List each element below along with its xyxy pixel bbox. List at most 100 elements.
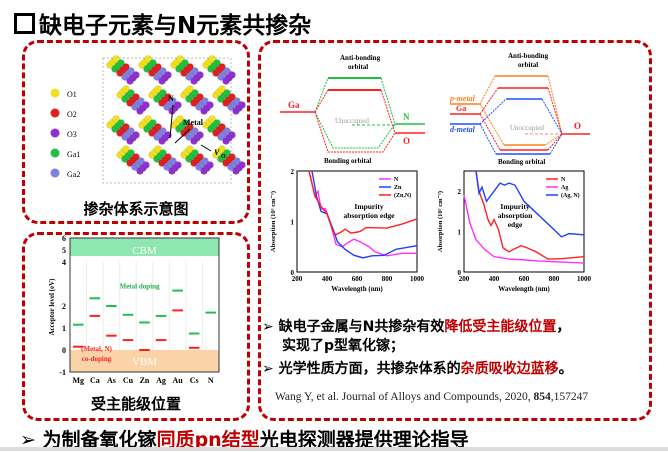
x-tick-label: Au	[172, 376, 183, 385]
bullet-text-line2: 实现了p型氧化镓；	[282, 338, 405, 354]
y-tick-label: 2	[62, 302, 66, 311]
legend-label: Ag	[561, 185, 568, 191]
series-line-N	[308, 170, 417, 257]
atom	[223, 67, 231, 75]
atom	[196, 93, 204, 101]
conclusion-highlight: 同质pn结型	[156, 429, 260, 451]
absorption-chart-zn: 200 400 600 800 1000 0 1 2 Wavelength (nm) Absorp…	[270, 168, 425, 293]
metal-label: Metal	[183, 118, 204, 127]
atom	[159, 149, 167, 157]
atom	[122, 123, 130, 131]
atom	[159, 127, 167, 135]
x-tick-label: Mg	[72, 376, 84, 385]
y-axis-label: Absorption (10⁵ cm⁻¹)	[437, 191, 444, 252]
anti-bonding-label: Anti-bonding	[508, 52, 549, 60]
atom	[137, 97, 145, 105]
atom	[154, 123, 162, 131]
atom	[218, 85, 226, 93]
atom	[144, 55, 152, 63]
bullet-highlight: 杂质吸收边蓝移	[460, 361, 559, 377]
x-tick-label: As	[107, 376, 116, 385]
reference-pages: ,157247	[550, 391, 589, 403]
atom	[122, 85, 130, 93]
conclusion-text: 为制备氧化镓	[42, 429, 157, 451]
series-line-N	[475, 170, 585, 260]
absorption-chart-ag: 200 400 600 800 1000 0 1 2 Wavelength (nm) Absorp…	[437, 170, 592, 293]
x-tick-label: N	[208, 376, 214, 385]
square-bullet-icon	[14, 13, 35, 34]
o-label: O	[574, 121, 581, 131]
atom	[228, 153, 236, 161]
atom	[201, 157, 209, 165]
y-tick-label: 4	[62, 258, 66, 267]
bonding-label: Bonding orbital	[324, 157, 371, 165]
bullet-punct: 。	[558, 361, 573, 377]
atom	[176, 115, 184, 123]
x-tick-label: Cu	[123, 376, 134, 385]
plot-frame	[463, 170, 585, 273]
legend-label: O3	[67, 130, 77, 139]
atom	[154, 85, 162, 93]
atom	[142, 101, 150, 109]
atom	[191, 89, 199, 97]
orbital-label: orbital	[348, 63, 368, 71]
series-line-Ag	[463, 195, 585, 264]
atom	[127, 89, 135, 97]
atom	[164, 93, 172, 101]
legend-label: N	[561, 177, 566, 183]
cbm-band	[70, 238, 219, 256]
atom	[196, 153, 204, 161]
atom	[164, 71, 172, 79]
x-tick-label: 600	[519, 275, 530, 283]
y-axis-label: Acceptor level (eV)	[48, 278, 56, 336]
bullet-highlight: 降低受主能级位置	[444, 319, 557, 335]
series-line-(Zn,N)	[308, 170, 418, 236]
atom	[191, 149, 199, 157]
x-tick-label: 800	[549, 275, 560, 283]
atom	[154, 63, 162, 71]
structure-caption: 掺杂体系示意图	[83, 200, 189, 218]
legend-label: (Zn,N)	[394, 192, 411, 199]
crystal-structure-image: O1 O2 O3 Ga1 Ga2 N Metal V O	[50, 55, 246, 184]
annotation-text: absorption	[498, 211, 533, 220]
legend-label: Ga1	[67, 150, 80, 159]
atom	[112, 115, 120, 123]
y-tick-label: 2	[458, 188, 462, 196]
y-tick-label: 5	[62, 246, 66, 255]
atom	[218, 123, 226, 131]
atom	[186, 145, 194, 153]
n-label: N	[168, 94, 174, 103]
bullet-text: 缺电子金属与N共掺杂有效	[278, 319, 445, 335]
x-tick-label: 1000	[577, 275, 592, 283]
atom	[208, 115, 216, 123]
atom	[181, 119, 189, 127]
legend-label: (Ag, N)	[561, 192, 580, 199]
bullet-2: ➢ 光学性质方面，共掺杂体系的杂质吸收边蓝移。	[262, 360, 573, 379]
arrow-bullet-icon: ➢	[262, 361, 274, 377]
x-tick-label: Ag	[156, 376, 166, 385]
cbm-label: CBM	[132, 245, 157, 257]
atom	[238, 161, 246, 169]
atom	[181, 59, 189, 67]
unoccupied-label: Unoccupied	[510, 124, 544, 132]
bullet-text: 光学性质方面，共掺杂体系的	[278, 361, 461, 377]
y-tick-label: 2	[291, 168, 295, 176]
atom	[127, 127, 135, 135]
legend-label: O2	[67, 110, 77, 119]
codoping-label: (Metal, N)	[81, 345, 112, 353]
x-tick-label: 400	[489, 275, 500, 283]
y-tick-label: 1	[458, 229, 462, 237]
annotation-text: Impurity	[500, 202, 529, 211]
y-tick-label: 0	[458, 269, 462, 277]
atom	[132, 93, 140, 101]
atom	[122, 63, 130, 71]
reference: Wang Y, et al. Journal of Alloys and Com…	[275, 391, 588, 403]
atom	[228, 93, 236, 101]
conclusion: ➢ 为制备氧化镓同质pn结型光电探测器提供理论指导	[20, 425, 469, 452]
reference-text: Wang Y, et al. Journal of Alloys and Com…	[275, 391, 534, 403]
x-tick-label: 200	[459, 275, 470, 283]
atom	[196, 131, 204, 139]
orbital-diagram-1: Anti-bonding orbital Ga N O Unoccupied B…	[280, 54, 425, 165]
y-tick-label: 0	[62, 346, 66, 355]
unoccupied-label: Unoccupied	[335, 117, 369, 125]
